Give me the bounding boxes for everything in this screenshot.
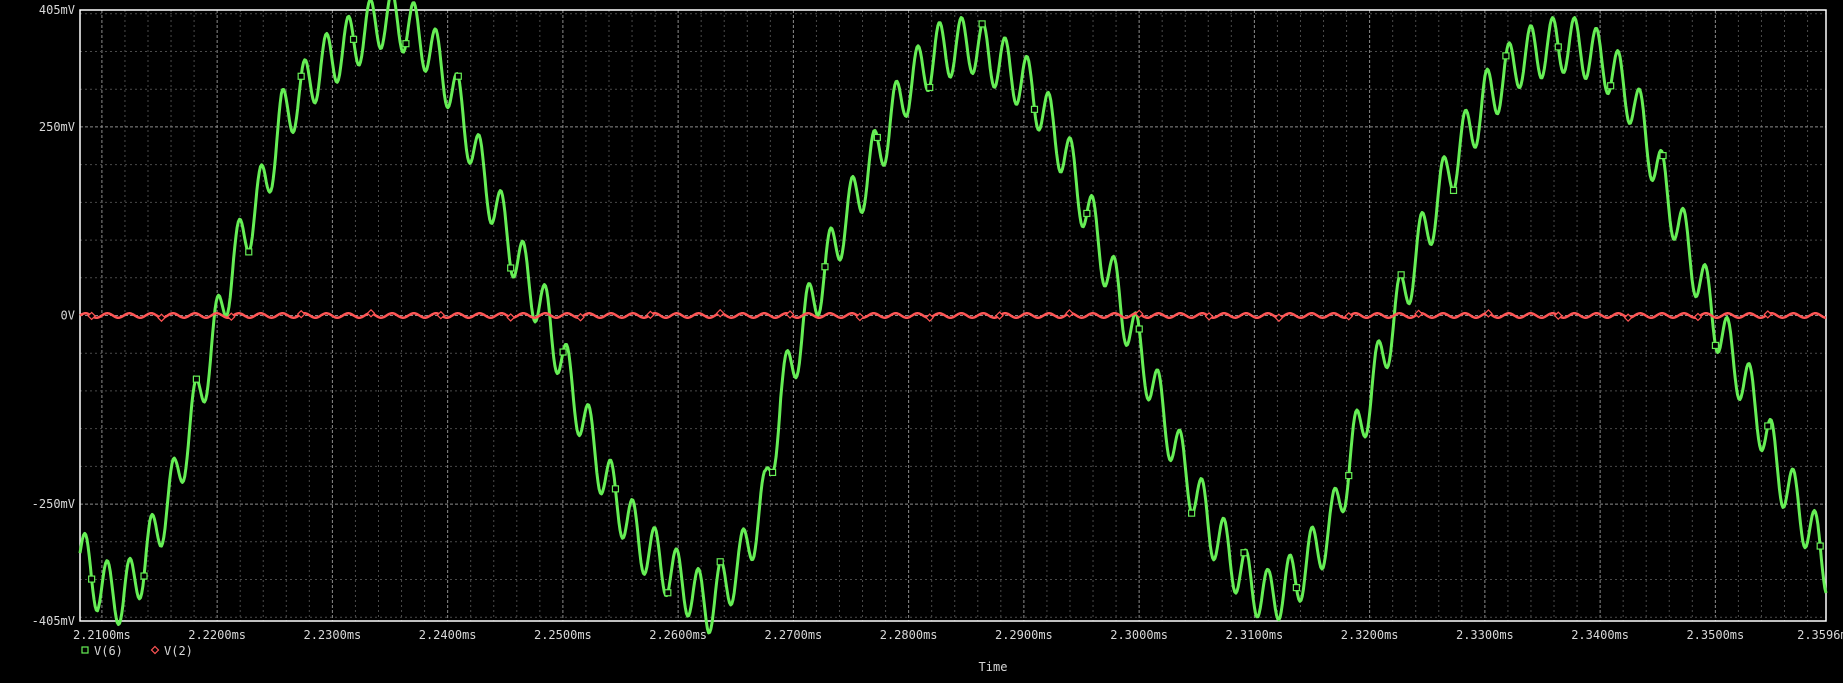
data-point-marker (436, 310, 446, 320)
data-point-marker (1502, 52, 1510, 60)
data-point-marker (1711, 341, 1720, 350)
y-tick-label: -250mV (32, 497, 75, 511)
data-point-marker (402, 40, 410, 48)
data-point-marker (1414, 309, 1423, 319)
data-point-marker (454, 72, 462, 80)
x-tick-label: 2.3300ms (1456, 628, 1514, 642)
data-point-marker (1693, 312, 1703, 322)
data-point-marker (1344, 311, 1354, 321)
data-point-marker (366, 308, 376, 318)
data-point-marker (715, 308, 725, 318)
data-point-marker (1816, 542, 1824, 550)
x-tick-label: 2.2600ms (649, 628, 707, 642)
data-point-marker (1607, 82, 1615, 90)
data-point-marker (349, 35, 358, 43)
data-point-marker (1065, 309, 1074, 318)
y-tick-label: 250mV (39, 120, 75, 134)
x-tick-label: 2.3000ms (1110, 628, 1168, 642)
data-point-marker (926, 83, 934, 92)
data-point-marker (664, 589, 672, 597)
y-tick-label: 405mV (39, 3, 75, 17)
x-tick-label: 2.3400ms (1571, 628, 1629, 642)
x-tick-label: 2.3596ms (1797, 628, 1843, 642)
data-point-marker (226, 312, 236, 322)
data-point-marker (1484, 309, 1493, 318)
data-point-marker (821, 263, 829, 271)
data-point-marker (1659, 152, 1667, 160)
data-point-marker (296, 309, 306, 319)
data-point-marker (978, 20, 986, 28)
data-point-marker (87, 311, 96, 321)
data-point-marker (1764, 422, 1772, 430)
data-point-marker (576, 312, 585, 322)
data-point-marker (611, 485, 620, 493)
data-point-marker (646, 310, 655, 320)
y-tick-label: -405mV (32, 614, 75, 628)
data-point-marker (925, 313, 935, 322)
y-tick-label: 0V (61, 309, 75, 323)
data-point-marker (192, 375, 200, 383)
data-point-marker (88, 575, 96, 583)
data-point-marker (785, 310, 795, 319)
x-tick-label: 2.2900ms (995, 628, 1053, 642)
x-tick-label: 2.2300ms (303, 628, 361, 642)
x-tick-label: 2.2500ms (534, 628, 592, 642)
data-point-marker (873, 133, 881, 142)
data-point-marker (1240, 549, 1248, 557)
data-point-marker (1449, 186, 1458, 195)
x-tick-label: 2.2200ms (188, 628, 246, 642)
x-tick-label: 2.3200ms (1341, 628, 1399, 642)
legend[interactable]: V(6) V(2) (81, 644, 193, 658)
legend-entry[interactable]: V(2) (164, 644, 193, 658)
data-point-marker (506, 313, 516, 322)
x-tick-label: 2.2800ms (880, 628, 938, 642)
data-point-marker (1345, 472, 1353, 480)
x-axis-tick-labels: 2.2100ms 2.2200ms 2.2300ms 2.2400ms 2.2500ms… (73, 628, 1843, 642)
data-point-marker (245, 248, 253, 256)
series-line-v6 (78, 0, 1828, 635)
y-axis-tick-labels: 405mV 250mV 0V -250mV -405mV (32, 3, 75, 628)
data-point-marker (1188, 509, 1196, 517)
legend-marker-square-icon (81, 646, 89, 654)
x-axis-label: Time (979, 660, 1008, 674)
data-point-marker (1083, 209, 1091, 218)
data-point-marker (855, 312, 865, 322)
x-tick-label: 2.2400ms (419, 628, 477, 642)
data-point-marker (716, 558, 724, 566)
data-point-marker (1623, 313, 1633, 323)
marker-layer (87, 20, 1824, 597)
x-tick-label: 2.3100ms (1225, 628, 1283, 642)
legend-marker-diamond-icon (150, 645, 160, 655)
data-point-marker (1030, 105, 1039, 113)
data-point-marker (140, 572, 148, 580)
data-point-marker (507, 264, 515, 272)
data-point-marker (297, 72, 305, 80)
data-point-marker (1553, 311, 1563, 320)
data-point-marker (1135, 325, 1143, 333)
legend-entry[interactable]: V(6) (94, 644, 123, 658)
data-point-marker (1397, 271, 1405, 279)
data-point-marker (1763, 310, 1773, 319)
data-point-marker (1134, 309, 1144, 319)
series-layer (78, 0, 1828, 635)
data-point-marker (157, 313, 166, 323)
x-tick-label: 2.2100ms (73, 628, 131, 642)
data-point-marker (1274, 313, 1284, 323)
data-point-marker (768, 468, 777, 477)
x-tick-label: 2.3500ms (1686, 628, 1744, 642)
data-point-marker (995, 311, 1004, 320)
data-point-marker (1292, 584, 1300, 592)
data-point-marker (1554, 43, 1562, 51)
data-point-marker (1204, 312, 1214, 321)
data-point-marker (559, 348, 567, 356)
x-tick-label: 2.2700ms (764, 628, 822, 642)
